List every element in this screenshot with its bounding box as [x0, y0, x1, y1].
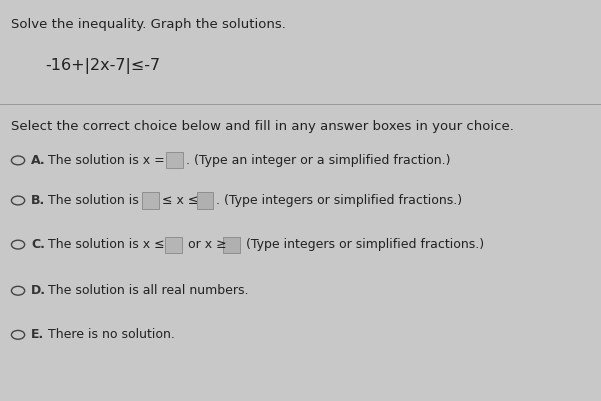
- FancyBboxPatch shape: [166, 152, 183, 168]
- Text: or x ≥: or x ≥: [184, 238, 227, 251]
- Text: . (Type integers or simplified fractions.): . (Type integers or simplified fractions…: [216, 194, 462, 207]
- Text: There is no solution.: There is no solution.: [48, 328, 175, 341]
- Text: (Type integers or simplified fractions.): (Type integers or simplified fractions.): [242, 238, 484, 251]
- Text: D.: D.: [31, 284, 46, 297]
- Text: E.: E.: [31, 328, 44, 341]
- Text: Solve the inequality. Graph the solutions.: Solve the inequality. Graph the solution…: [11, 18, 285, 31]
- Text: Select the correct choice below and fill in any answer boxes in your choice.: Select the correct choice below and fill…: [11, 120, 514, 133]
- FancyBboxPatch shape: [142, 192, 159, 209]
- FancyBboxPatch shape: [165, 237, 182, 253]
- Text: -16+|2x-7|≤-7: -16+|2x-7|≤-7: [45, 58, 160, 74]
- Text: The solution is x ≤: The solution is x ≤: [48, 238, 165, 251]
- FancyBboxPatch shape: [223, 237, 240, 253]
- Text: A.: A.: [31, 154, 46, 167]
- Text: . (Type an integer or a simplified fraction.): . (Type an integer or a simplified fract…: [186, 154, 451, 167]
- Text: ≤ x ≤: ≤ x ≤: [162, 194, 198, 207]
- FancyBboxPatch shape: [197, 192, 213, 209]
- Text: B.: B.: [31, 194, 46, 207]
- Text: The solution is x =: The solution is x =: [48, 154, 165, 167]
- Text: C.: C.: [31, 238, 45, 251]
- Text: The solution is: The solution is: [48, 194, 139, 207]
- Text: The solution is all real numbers.: The solution is all real numbers.: [48, 284, 249, 297]
